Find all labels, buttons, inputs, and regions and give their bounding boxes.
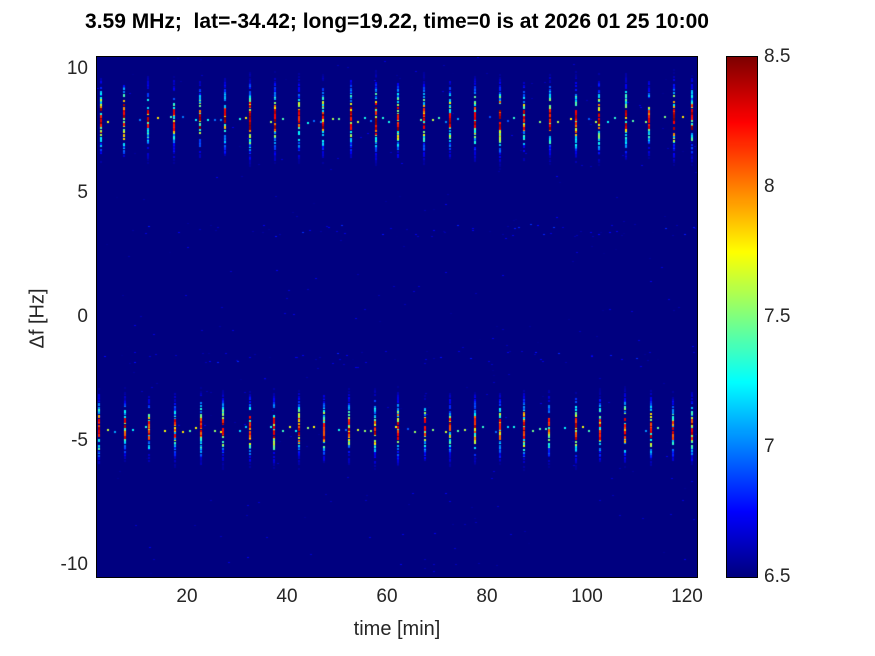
x-tick-label: 60 (376, 586, 398, 607)
colorbar-tick-label: 6.5 (764, 566, 791, 587)
x-axis-label: time [min] (353, 618, 441, 640)
x-tick-label: 120 (671, 586, 703, 607)
colorbar-tick-label: 7.5 (764, 306, 791, 327)
colorbar-canvas (726, 56, 758, 578)
colorbar-tick-label: 7 (764, 436, 775, 457)
x-tick-label: 100 (571, 586, 603, 607)
x-tick-label: 40 (276, 586, 298, 607)
x-tick-label: 80 (476, 586, 498, 607)
plot-title: 3.59 MHz; lat=-34.42; long=19.22, time=0… (85, 10, 709, 33)
colorbar-tick-label: 8.5 (764, 46, 791, 67)
y-tick-label: 0 (77, 306, 88, 327)
x-tick-label: 20 (176, 586, 198, 607)
y-tick-label: -5 (71, 429, 88, 451)
colorbar-tick-label: 8 (764, 176, 775, 197)
y-tick-label: 5 (77, 182, 88, 204)
heatmap-canvas (96, 56, 698, 578)
y-tick-label: -10 (60, 553, 88, 575)
y-tick-label: 10 (66, 58, 88, 80)
